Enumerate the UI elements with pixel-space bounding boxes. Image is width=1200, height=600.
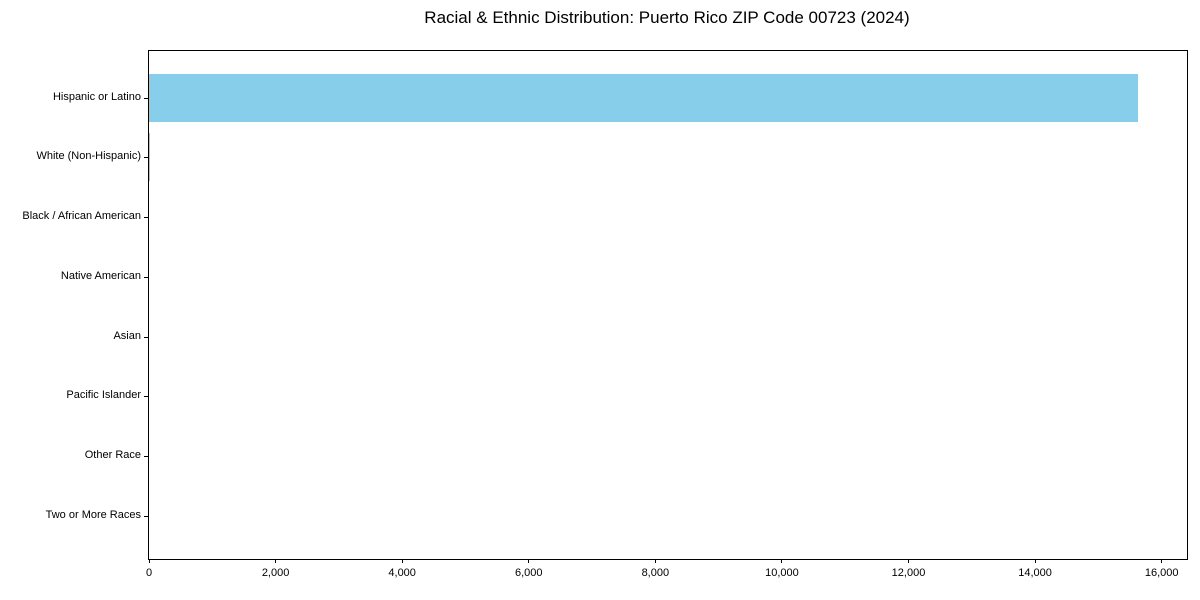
x-tick-label-12000: 12,000 bbox=[891, 567, 926, 579]
y-tick-mark bbox=[144, 336, 148, 338]
x-tick-mark bbox=[781, 559, 783, 563]
x-tick-mark bbox=[528, 559, 530, 563]
x-tick-mark bbox=[908, 559, 909, 563]
bar-hispanic-or-latino bbox=[149, 73, 1138, 122]
bar-white-non-hispanic bbox=[149, 133, 151, 182]
x-tick-label-6000: 6,000 bbox=[514, 567, 543, 579]
y-tick-label-white-non-hispanic: White (Non-Hispanic) bbox=[36, 150, 141, 163]
y-tick-mark bbox=[144, 217, 148, 219]
x-tick-label-16000: 16,000 bbox=[1144, 567, 1179, 579]
y-tick-label-hispanic-or-latino: Hispanic or Latino bbox=[52, 90, 141, 103]
y-tick-mark bbox=[144, 515, 148, 517]
y-tick-label-two-or-more-races: Two or More Races bbox=[45, 508, 141, 521]
y-tick-label-asian: Asian bbox=[113, 329, 141, 342]
y-tick-mark bbox=[144, 396, 148, 398]
y-axis-labels: Hispanic or Latino White (Non-Hispanic) Bl… bbox=[0, 0, 141, 600]
x-tick-label-2000: 2,000 bbox=[261, 567, 290, 579]
y-tick-label-pacific-islander: Pacific Islander bbox=[66, 389, 141, 402]
y-tick-label-black-african-american: Black / African American bbox=[22, 210, 141, 223]
x-tick-label-14000: 14,000 bbox=[1018, 567, 1052, 579]
x-tick-label-10000: 10,000 bbox=[765, 567, 799, 579]
x-tick-mark bbox=[1161, 559, 1163, 563]
y-tick-label-other-race: Other Race bbox=[84, 449, 141, 462]
y-tick-mark bbox=[144, 97, 148, 99]
y-tick-label-native-american: Native American bbox=[60, 269, 141, 282]
y-tick-mark bbox=[144, 456, 148, 458]
x-tick-label-4000: 4,000 bbox=[388, 567, 416, 579]
y-tick-mark bbox=[144, 276, 148, 278]
y-tick-mark bbox=[144, 157, 148, 159]
x-tick-label-0: 0 bbox=[145, 567, 153, 579]
chart-title: Racial & Ethnic Distribution: Puerto Ric… bbox=[424, 8, 910, 27]
x-tick-mark bbox=[654, 559, 656, 563]
x-tick-mark bbox=[275, 559, 277, 563]
x-tick-label-8000: 8,000 bbox=[641, 567, 670, 579]
x-tick-mark bbox=[1034, 559, 1036, 563]
x-tick-mark bbox=[401, 559, 403, 563]
plot-area: 0 2,000 4,000 6,000 8,000 10,000 12,000 14,000 1… bbox=[144, 50, 1188, 579]
x-tick-mark bbox=[148, 559, 150, 563]
